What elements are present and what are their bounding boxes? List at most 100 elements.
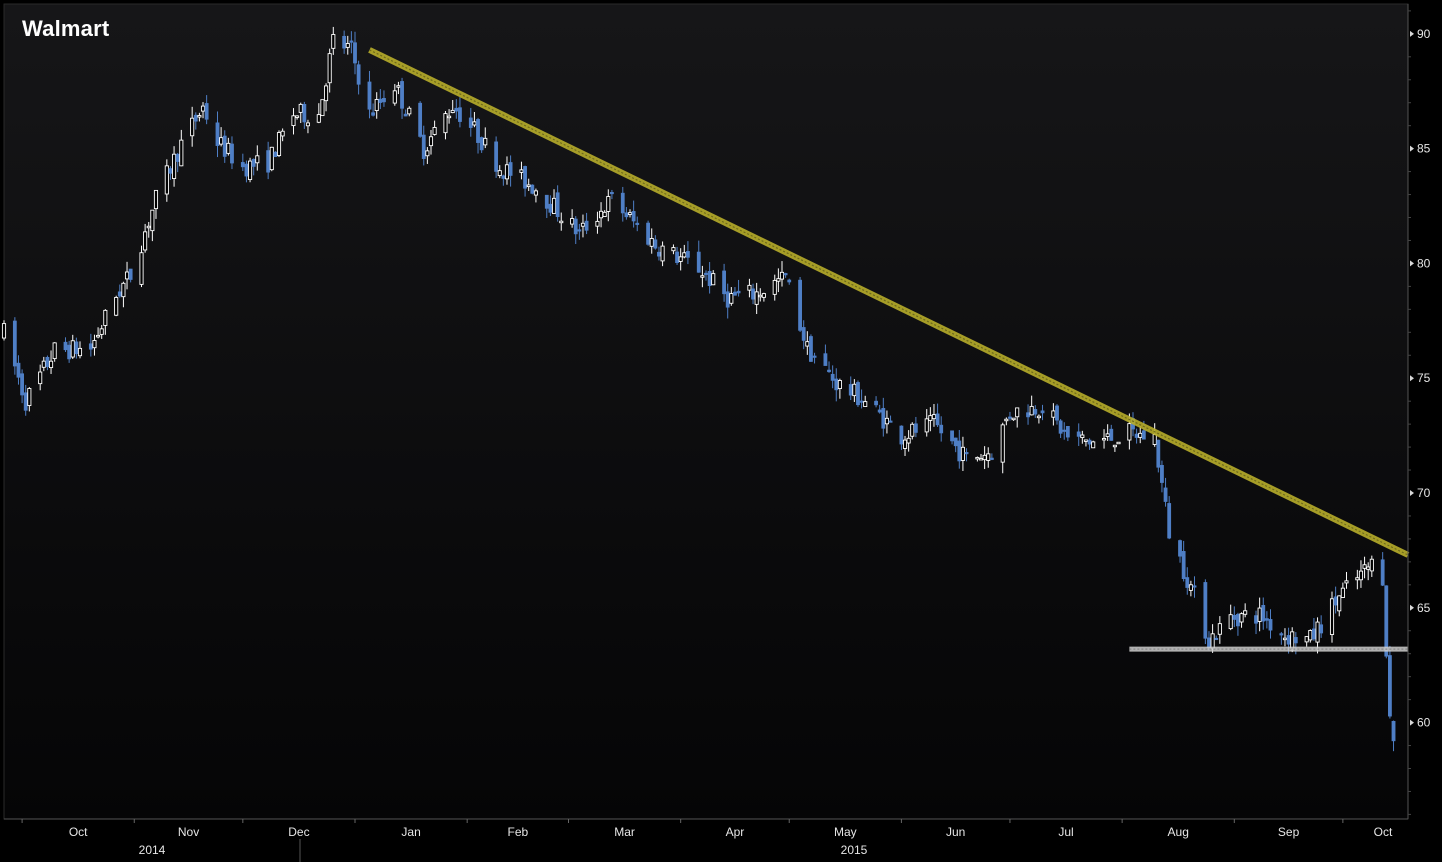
candle-up [602,211,607,218]
x-year-label: 2014 [139,843,166,857]
candle-down [88,343,93,350]
candle-down [1033,409,1038,415]
y-tick-label: 85 [1417,142,1431,156]
candle-down [1185,577,1190,588]
candle-up [121,282,126,298]
candle-up [772,279,777,295]
candle-up [863,401,868,407]
candle-up [902,439,908,449]
candle-down [657,251,661,257]
x-axis: Oct Nov Dec Jan Feb Mar Apr May Jun Jul Aug Sep Oct 2… [4,818,1408,862]
candle-down [859,400,864,403]
candle-up [779,271,785,280]
candle-up [649,238,654,247]
candle-down [1384,585,1389,657]
candle-down [646,222,651,245]
candle-up [324,85,329,102]
x-year-label: 2015 [841,843,868,857]
candle-down [620,192,625,214]
candle-down [356,64,361,85]
y-tick-marker [1410,375,1414,382]
candle-up [1340,587,1345,598]
candle-down [530,184,535,194]
candle-up [551,197,557,214]
candle-down [1076,431,1081,437]
candle-down [1232,614,1237,620]
candle-down [1388,655,1392,717]
candle-up [320,99,325,117]
candle-down [573,218,578,235]
candle-down [957,440,962,462]
candle-up [392,90,397,104]
candle-down [577,229,582,232]
candle-up [906,437,911,444]
candle-down [1264,618,1269,621]
candle-up [1210,633,1215,650]
candle-up [928,415,933,421]
candle-up [884,417,889,425]
candle-up [1004,418,1009,422]
candle-down [378,98,383,103]
candle-down [686,251,690,258]
candle-up [960,446,965,461]
candle-up [526,184,531,188]
candle-down [454,107,459,112]
candle-up [682,252,687,258]
candle-up [982,454,987,461]
candle-down [215,122,220,146]
candle-up [447,115,452,119]
candle-down [240,162,245,168]
candle-up [219,137,224,145]
candle-up [910,423,915,437]
x-month-label: Jan [401,825,420,839]
candle-up [931,414,937,420]
candle-up [407,107,412,115]
candle-up [483,137,488,146]
candle-down [1391,720,1396,742]
candle-up [978,457,984,461]
candle-down [544,194,549,209]
x-month-label: Dec [288,825,309,839]
candle-up [276,132,282,156]
candle-up [172,153,177,179]
candle-up [504,164,510,180]
x-month-label: Sep [1278,825,1300,839]
candle-down [801,327,806,341]
y-axis: 60 65 70 75 80 85 90 [1407,4,1431,819]
candle-down [624,212,629,218]
candle-down [823,353,828,366]
candle-down [16,362,21,378]
candle-up [627,212,633,215]
x-month-label: Jun [946,825,965,839]
candle-up [700,275,705,278]
candle-up [41,360,46,368]
candle-down [1040,410,1045,414]
candle-down [939,424,944,434]
candle-down [830,373,835,381]
candle-up [559,220,564,224]
candle-down [913,423,918,433]
candle-down [494,141,499,172]
candle-up [1315,621,1320,643]
candle-down [881,408,886,429]
candle-up [1257,607,1262,622]
candle-up [595,220,600,227]
candle-down [584,220,589,231]
y-tick-marker [1410,260,1414,267]
candle-down [812,355,817,358]
candle-up [146,225,151,229]
candle-up [776,278,781,282]
candle-down [244,163,249,177]
candle-up [316,114,321,123]
candle-down [787,279,792,283]
candle-down [1319,624,1324,634]
candle-up [428,136,434,147]
x-month-label: Aug [1168,825,1189,839]
x-month-label: Oct [1374,825,1393,839]
candle-down [1192,585,1197,588]
candle-up [48,360,54,369]
candle-up [1101,438,1107,441]
x-month-label: May [834,825,857,839]
candle-down [1254,615,1258,624]
candle-up [1304,636,1309,643]
